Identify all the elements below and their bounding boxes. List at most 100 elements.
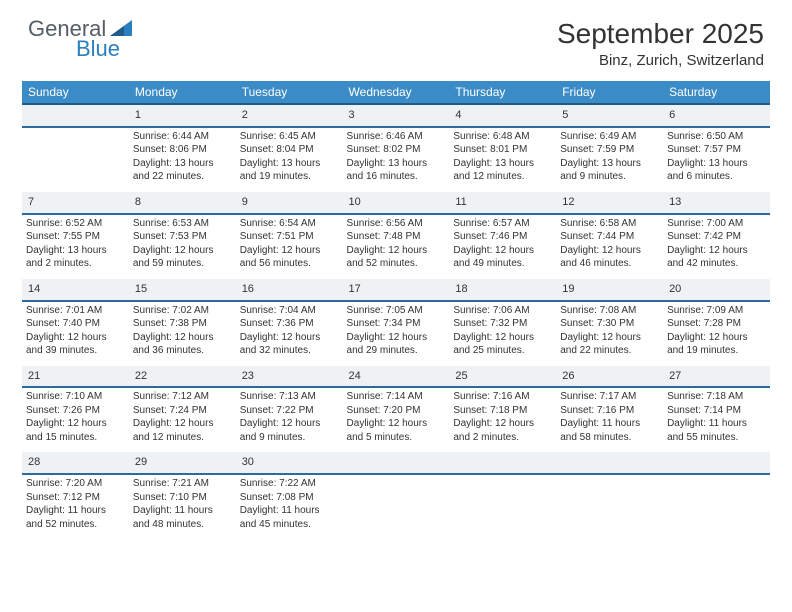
day-number: 28 [22,452,129,474]
sunrise-text: Sunrise: 7:06 AM [453,304,552,318]
day-number: 3 [343,104,450,127]
day-number-row: 14151617181920 [22,279,770,301]
daylight-text: Daylight: 12 hours and 29 minutes. [347,331,446,358]
daylight-text: Daylight: 13 hours and 12 minutes. [453,157,552,184]
day-number [449,452,556,474]
sunrise-text: Sunrise: 7:02 AM [133,304,232,318]
day-number: 11 [449,192,556,214]
sunrise-text: Sunrise: 7:12 AM [133,390,232,404]
sunrise-text: Sunrise: 7:22 AM [240,477,339,491]
sunset-text: Sunset: 7:55 PM [26,230,125,244]
sunrise-text: Sunrise: 6:57 AM [453,217,552,231]
sunset-text: Sunset: 7:59 PM [560,143,659,157]
title-block: September 2025 Binz, Zurich, Switzerland [557,18,764,69]
daylight-text: Daylight: 12 hours and 52 minutes. [347,244,446,271]
daylight-text: Daylight: 12 hours and 15 minutes. [26,417,125,444]
day-number: 24 [343,366,450,388]
day-number: 23 [236,366,343,388]
sunrise-text: Sunrise: 6:53 AM [133,217,232,231]
sunset-text: Sunset: 7:24 PM [133,404,232,418]
daylight-text: Daylight: 12 hours and 22 minutes. [560,331,659,358]
sunrise-text: Sunrise: 7:10 AM [26,390,125,404]
daylight-text: Daylight: 13 hours and 19 minutes. [240,157,339,184]
day-cell: Sunrise: 7:18 AMSunset: 7:14 PMDaylight:… [663,387,770,452]
day-cell: Sunrise: 6:44 AMSunset: 8:06 PMDaylight:… [129,127,236,192]
weekday-header: Wednesday [343,81,450,104]
sunrise-text: Sunrise: 7:13 AM [240,390,339,404]
day-cell: Sunrise: 6:52 AMSunset: 7:55 PMDaylight:… [22,214,129,279]
day-cell: Sunrise: 7:09 AMSunset: 7:28 PMDaylight:… [663,301,770,366]
sunset-text: Sunset: 7:32 PM [453,317,552,331]
day-number: 22 [129,366,236,388]
weekday-header-row: Sunday Monday Tuesday Wednesday Thursday… [22,81,770,104]
sunrise-text: Sunrise: 6:56 AM [347,217,446,231]
day-number: 12 [556,192,663,214]
day-cell: Sunrise: 7:01 AMSunset: 7:40 PMDaylight:… [22,301,129,366]
logo-text: General Blue [28,18,132,60]
day-number: 10 [343,192,450,214]
sunset-text: Sunset: 7:38 PM [133,317,232,331]
day-cell: Sunrise: 7:16 AMSunset: 7:18 PMDaylight:… [449,387,556,452]
daylight-text: Daylight: 11 hours and 55 minutes. [667,417,766,444]
day-cell: Sunrise: 7:21 AMSunset: 7:10 PMDaylight:… [129,474,236,539]
weekday-header: Sunday [22,81,129,104]
day-cell: Sunrise: 6:46 AMSunset: 8:02 PMDaylight:… [343,127,450,192]
daylight-text: Daylight: 12 hours and 39 minutes. [26,331,125,358]
day-cell: Sunrise: 7:13 AMSunset: 7:22 PMDaylight:… [236,387,343,452]
day-content-row: Sunrise: 6:44 AMSunset: 8:06 PMDaylight:… [22,127,770,192]
daylight-text: Daylight: 12 hours and 49 minutes. [453,244,552,271]
day-cell: Sunrise: 7:04 AMSunset: 7:36 PMDaylight:… [236,301,343,366]
sunset-text: Sunset: 7:14 PM [667,404,766,418]
sunset-text: Sunset: 7:28 PM [667,317,766,331]
daylight-text: Daylight: 13 hours and 2 minutes. [26,244,125,271]
sunset-text: Sunset: 7:22 PM [240,404,339,418]
sunrise-text: Sunrise: 6:50 AM [667,130,766,144]
sunset-text: Sunset: 7:18 PM [453,404,552,418]
sunrise-text: Sunrise: 6:46 AM [347,130,446,144]
daylight-text: Daylight: 12 hours and 36 minutes. [133,331,232,358]
header: General Blue September 2025 Binz, Zurich… [0,0,792,75]
day-cell: Sunrise: 7:14 AMSunset: 7:20 PMDaylight:… [343,387,450,452]
day-cell [556,474,663,539]
day-cell: Sunrise: 7:08 AMSunset: 7:30 PMDaylight:… [556,301,663,366]
sunrise-text: Sunrise: 6:54 AM [240,217,339,231]
sunrise-text: Sunrise: 7:09 AM [667,304,766,318]
day-cell: Sunrise: 6:48 AMSunset: 8:01 PMDaylight:… [449,127,556,192]
day-content-row: Sunrise: 6:52 AMSunset: 7:55 PMDaylight:… [22,214,770,279]
day-cell: Sunrise: 7:00 AMSunset: 7:42 PMDaylight:… [663,214,770,279]
day-number: 17 [343,279,450,301]
logo: General Blue [28,18,132,60]
day-number [343,452,450,474]
day-cell: Sunrise: 6:58 AMSunset: 7:44 PMDaylight:… [556,214,663,279]
sunset-text: Sunset: 7:20 PM [347,404,446,418]
sunrise-text: Sunrise: 7:01 AM [26,304,125,318]
sunset-text: Sunset: 7:51 PM [240,230,339,244]
day-number: 30 [236,452,343,474]
sunset-text: Sunset: 7:53 PM [133,230,232,244]
sunrise-text: Sunrise: 7:04 AM [240,304,339,318]
day-number: 1 [129,104,236,127]
day-number: 15 [129,279,236,301]
day-cell [663,474,770,539]
sunset-text: Sunset: 8:02 PM [347,143,446,157]
weekday-header: Thursday [449,81,556,104]
daylight-text: Daylight: 12 hours and 2 minutes. [453,417,552,444]
sunrise-text: Sunrise: 6:52 AM [26,217,125,231]
day-cell: Sunrise: 6:50 AMSunset: 7:57 PMDaylight:… [663,127,770,192]
sunset-text: Sunset: 7:16 PM [560,404,659,418]
sunrise-text: Sunrise: 6:45 AM [240,130,339,144]
day-cell [449,474,556,539]
day-number: 8 [129,192,236,214]
sunset-text: Sunset: 7:30 PM [560,317,659,331]
day-number: 29 [129,452,236,474]
day-content-row: Sunrise: 7:10 AMSunset: 7:26 PMDaylight:… [22,387,770,452]
day-number: 4 [449,104,556,127]
day-number: 5 [556,104,663,127]
day-number [22,104,129,127]
daylight-text: Daylight: 11 hours and 52 minutes. [26,504,125,531]
sunset-text: Sunset: 8:01 PM [453,143,552,157]
daylight-text: Daylight: 12 hours and 56 minutes. [240,244,339,271]
sunset-text: Sunset: 7:10 PM [133,491,232,505]
day-cell: Sunrise: 6:57 AMSunset: 7:46 PMDaylight:… [449,214,556,279]
daylight-text: Daylight: 12 hours and 59 minutes. [133,244,232,271]
